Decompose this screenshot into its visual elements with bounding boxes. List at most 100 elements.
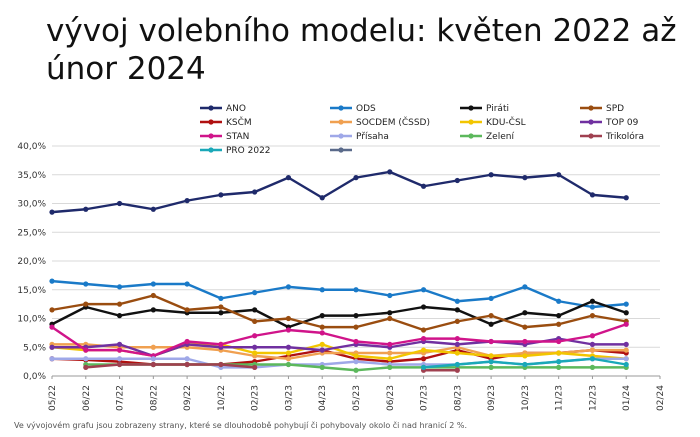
data-point	[488, 295, 494, 301]
data-point	[353, 313, 359, 319]
legend-marker	[468, 105, 474, 111]
data-point	[116, 356, 123, 362]
data-point	[353, 338, 359, 345]
data-point	[420, 304, 427, 310]
data-point	[420, 183, 427, 189]
data-point	[353, 353, 359, 359]
x-tick-label: 11/23	[555, 385, 565, 411]
data-point	[556, 321, 562, 327]
data-point	[218, 310, 224, 316]
data-point	[387, 364, 393, 370]
data-point	[184, 281, 190, 287]
data-point	[488, 364, 494, 370]
legend-item: Trikolóra	[580, 131, 644, 142]
data-point	[589, 364, 596, 370]
data-point	[387, 350, 393, 356]
data-point	[150, 281, 156, 287]
data-point	[218, 341, 224, 347]
x-tick-label: 07/22	[116, 385, 126, 411]
data-point	[83, 301, 89, 307]
data-point	[353, 175, 359, 181]
data-point	[285, 315, 292, 322]
legend-label: SPD	[606, 104, 624, 114]
series-line	[51, 279, 627, 309]
data-point	[488, 321, 494, 327]
legend-item: KDU-ČSL	[460, 116, 526, 128]
data-point	[150, 206, 156, 212]
data-point	[319, 287, 325, 293]
data-point	[150, 344, 156, 350]
data-point	[522, 284, 528, 290]
x-tick-label: 09/22	[183, 385, 193, 411]
data-point	[556, 338, 562, 345]
legend-marker	[208, 133, 214, 139]
data-point	[252, 189, 258, 195]
data-point	[218, 304, 224, 310]
data-point	[150, 292, 156, 299]
data-point	[387, 315, 393, 322]
series-line	[52, 343, 627, 360]
data-point	[623, 341, 629, 347]
data-point	[218, 361, 224, 368]
data-point	[252, 364, 258, 370]
data-point	[454, 318, 460, 324]
data-point	[252, 333, 258, 339]
x-tick-label: 08/22	[149, 385, 159, 411]
data-point	[150, 356, 156, 362]
legend-marker	[588, 105, 594, 111]
legend-marker	[208, 105, 214, 111]
series-line	[51, 170, 627, 214]
data-point	[589, 313, 596, 319]
data-point	[623, 356, 629, 362]
x-tick-label: 06/22	[82, 385, 92, 411]
series-line	[85, 363, 255, 369]
legend: ANO ODS Piráti SPD KSČM SOCDEM (ČSSD) KDU-ČSL T…	[200, 104, 644, 156]
series-ods	[49, 278, 629, 310]
data-point	[623, 195, 629, 201]
data-point	[589, 333, 596, 339]
data-point	[420, 287, 427, 293]
data-point	[49, 324, 55, 330]
data-point	[252, 318, 258, 324]
data-point	[387, 292, 393, 299]
data-point	[285, 175, 292, 181]
y-tick-label: 5,0%	[23, 343, 46, 353]
data-point	[420, 347, 427, 353]
legend-label: ODS	[356, 104, 376, 114]
data-point	[83, 206, 89, 212]
legend-label: PRO 2022	[226, 146, 271, 156]
x-tick-label: 05/22	[48, 385, 58, 411]
x-tick-label: 12/23	[588, 385, 598, 411]
x-tick-label: 08/23	[453, 385, 463, 411]
data-point	[218, 192, 224, 198]
legend-marker	[468, 119, 474, 125]
data-point	[252, 290, 258, 296]
legend-label: Zelení	[486, 132, 514, 142]
data-point	[49, 344, 55, 350]
data-point	[184, 198, 190, 204]
legend-item: PRO 2022	[200, 146, 271, 156]
legend-marker	[338, 133, 344, 139]
data-point	[116, 341, 123, 347]
data-point	[184, 338, 190, 345]
data-point	[623, 361, 629, 368]
data-point	[522, 338, 528, 345]
data-point	[420, 356, 427, 362]
data-point	[252, 307, 258, 313]
data-point	[150, 307, 156, 313]
legend-marker	[338, 119, 344, 125]
series-line	[51, 323, 627, 358]
data-point	[319, 364, 325, 370]
data-point	[556, 364, 562, 370]
data-point	[454, 177, 460, 184]
series-line	[51, 294, 627, 332]
data-point	[252, 344, 258, 350]
data-point	[589, 304, 596, 310]
footnote: Ve vývojovém grafu jsou zobrazeny strany…	[14, 421, 468, 430]
data-point	[488, 353, 494, 359]
y-tick-label: 20,0%	[17, 257, 46, 267]
data-point	[420, 327, 427, 333]
data-point	[319, 195, 325, 201]
series-ano	[49, 169, 629, 215]
legend-label: SOCDEM (ČSSD)	[356, 116, 430, 128]
